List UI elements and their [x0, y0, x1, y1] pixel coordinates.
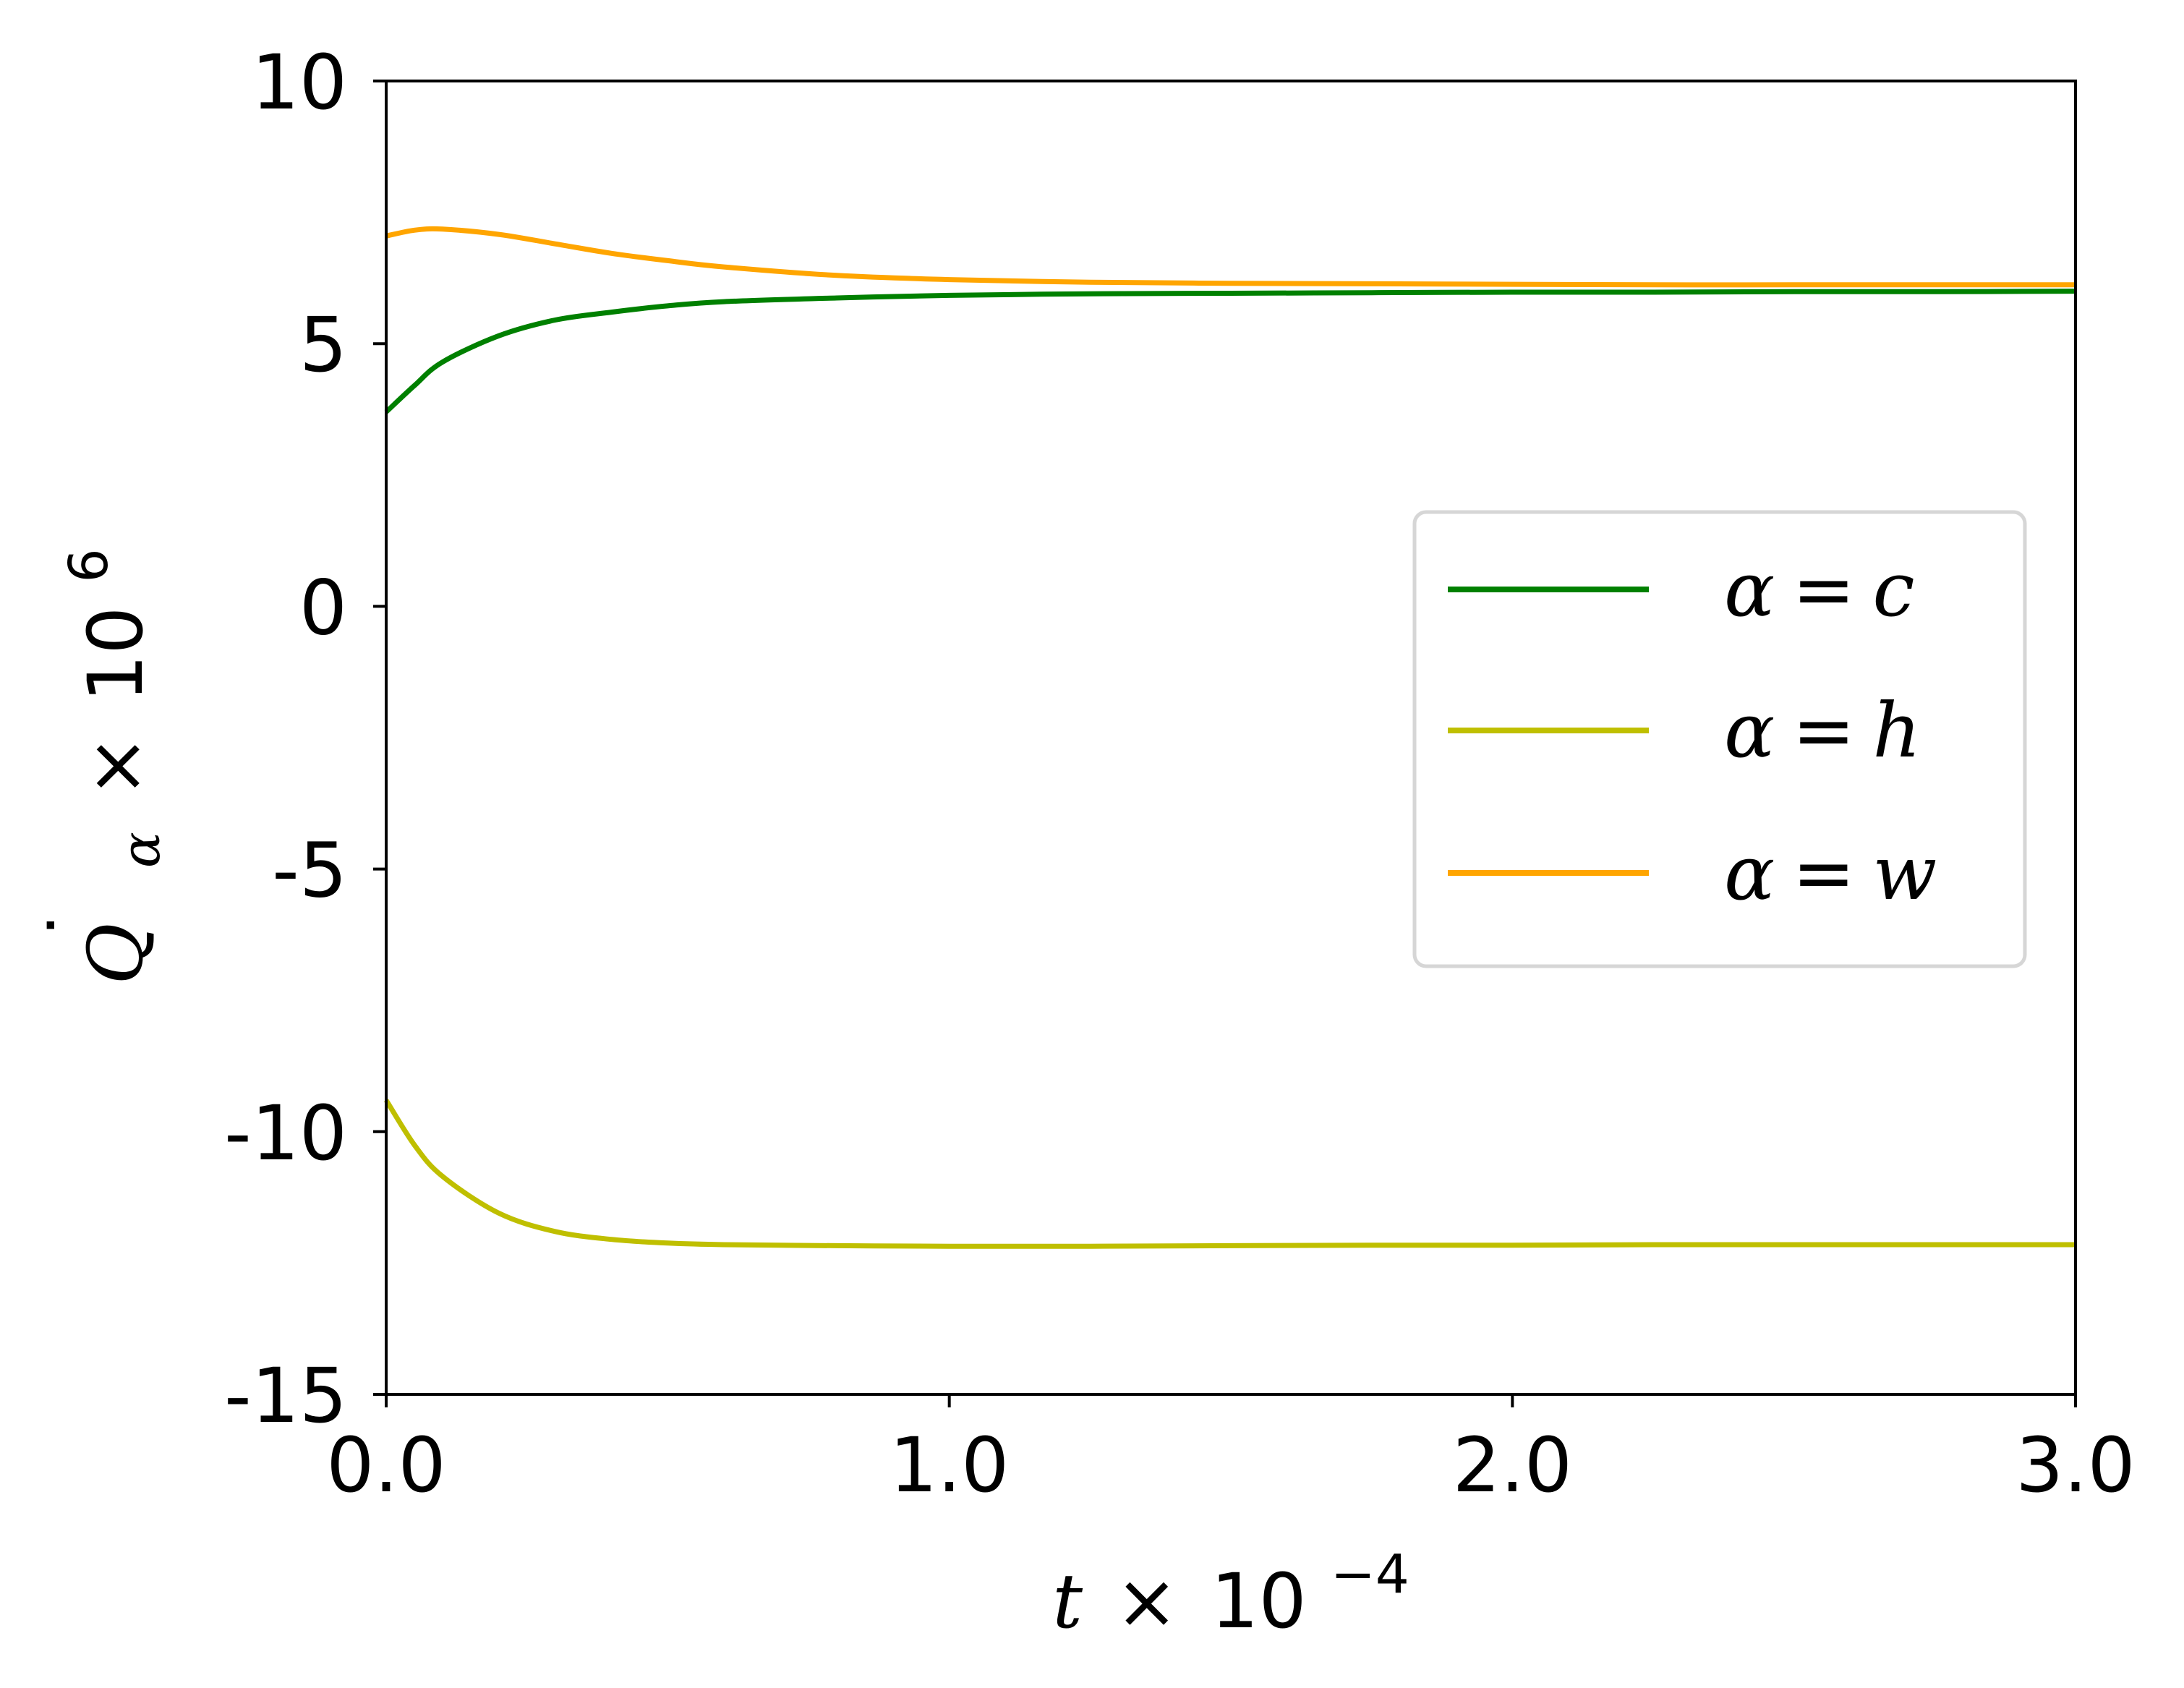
- series-line-h: [384, 1099, 2076, 1249]
- y-tick-label: -10: [224, 1089, 347, 1177]
- y-tick-label: 10: [252, 38, 347, 127]
- x-label-base: 10: [1211, 1557, 1306, 1645]
- legend-label-c: α = c: [1724, 545, 1915, 634]
- legend: α = c α = h α = w: [1412, 510, 2027, 968]
- legend-label-h: α = h: [1724, 686, 1921, 775]
- y-label-exponent: 6: [58, 548, 120, 582]
- x-label-times: ×: [1115, 1557, 1178, 1645]
- y-tick-label: 5: [299, 301, 347, 389]
- legend-label-w: α = w: [1724, 829, 1937, 917]
- x-label-var: t: [1052, 1557, 1083, 1645]
- y-tick-label: 0: [299, 563, 347, 652]
- y-label-times: ×: [72, 735, 160, 798]
- x-tick-label: 0.0: [326, 1421, 445, 1509]
- ticks-layer: 0.0 1.0 2.0 3.0 -15 -10 -5 0 5 10: [224, 38, 2136, 1509]
- x-tick-label: 2.0: [1453, 1421, 1572, 1509]
- series-line-w: [385, 226, 2076, 288]
- x-tick-label: 3.0: [2015, 1421, 2135, 1509]
- x-axis-label: t × 10 −4: [1052, 1543, 1409, 1645]
- x-tick-label: 1.0: [890, 1421, 1009, 1509]
- y-label-dot: ˙: [34, 906, 122, 944]
- y-axis-label: Q ˙ α × 10 6: [34, 548, 177, 984]
- series-line-c: [384, 289, 2076, 414]
- y-label-var: Q: [72, 923, 160, 984]
- y-label-subscript: α: [110, 832, 172, 868]
- plot-frame: [385, 80, 2077, 1396]
- series-layer: [384, 226, 2076, 1249]
- y-tick-label: -5: [272, 827, 347, 915]
- y-label-base: 10: [72, 607, 160, 702]
- y-tick-label: -15: [224, 1352, 347, 1440]
- x-label-exponent: −4: [1331, 1543, 1409, 1606]
- legend-frame: [1412, 510, 2027, 968]
- legend-items: α = c α = h α = w: [1448, 545, 1937, 917]
